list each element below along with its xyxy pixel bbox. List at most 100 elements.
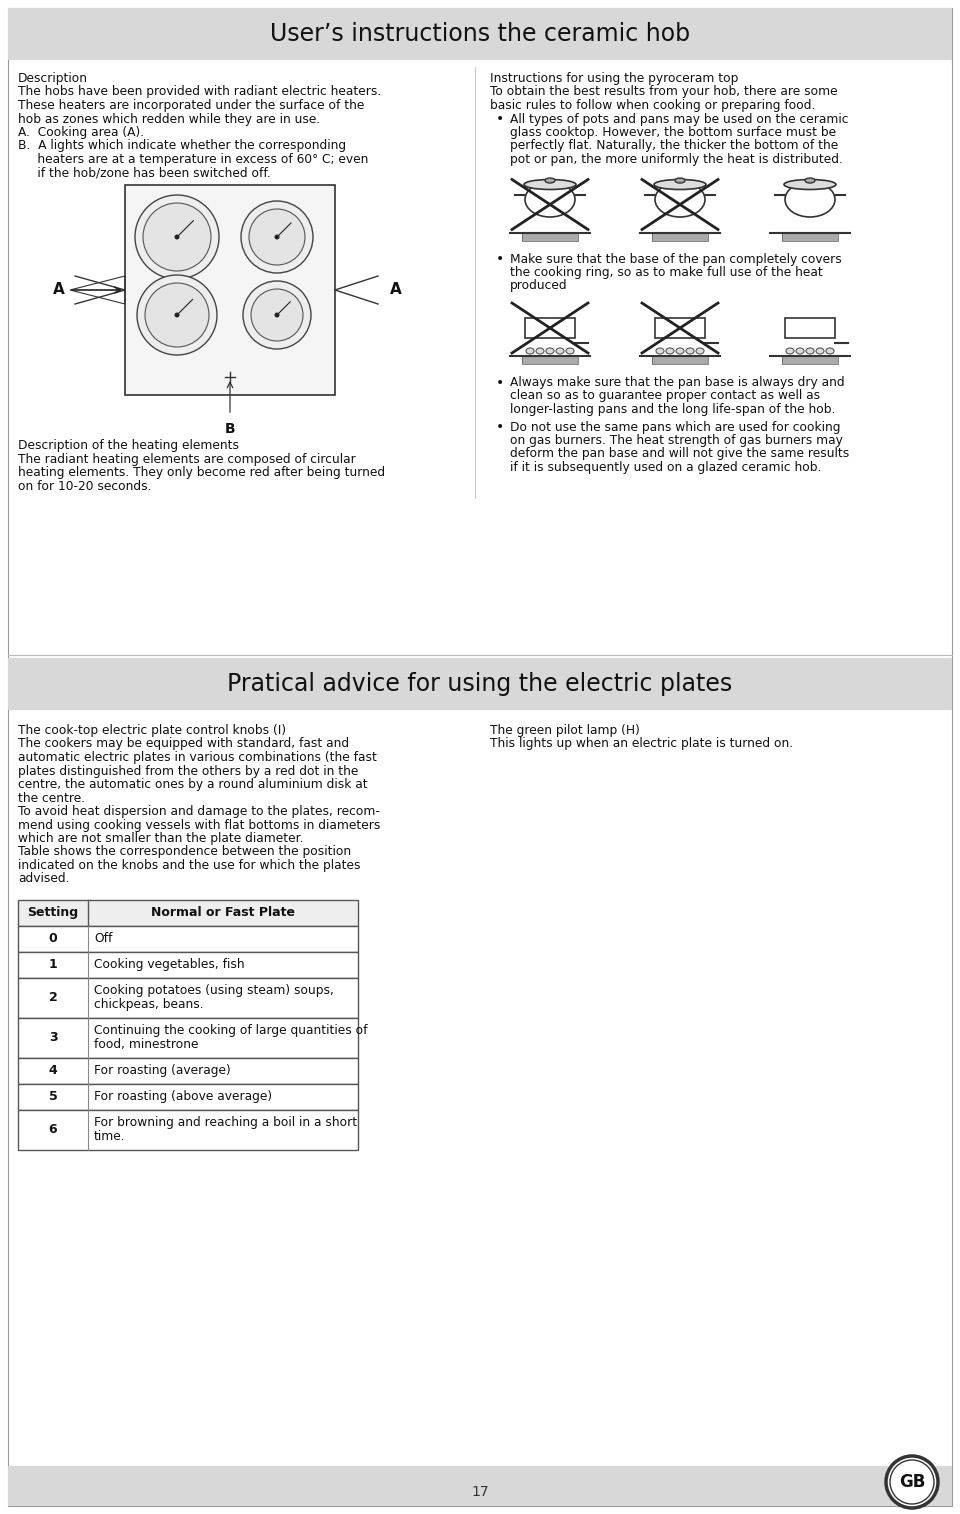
Bar: [782, 356, 838, 363]
Ellipse shape: [686, 348, 694, 354]
Text: mend using cooking vessels with flat bottoms in diameters: mend using cooking vessels with flat bot…: [18, 819, 380, 831]
Bar: [782, 233, 838, 241]
Text: 5: 5: [49, 1090, 58, 1104]
Text: B: B: [225, 422, 235, 436]
Bar: [522, 233, 578, 241]
Ellipse shape: [786, 348, 794, 354]
Bar: [655, 318, 705, 338]
Text: All types of pots and pans may be used on the ceramic: All types of pots and pans may be used o…: [510, 112, 849, 126]
Text: longer-lasting pans and the long life-span of the hob.: longer-lasting pans and the long life-sp…: [510, 403, 835, 416]
Ellipse shape: [805, 179, 815, 183]
Ellipse shape: [806, 348, 814, 354]
Ellipse shape: [525, 182, 575, 217]
Bar: [522, 356, 578, 363]
Circle shape: [890, 1459, 934, 1503]
Bar: [18, 1017, 358, 1057]
Text: clean so as to guarantee proper contact as well as: clean so as to guarantee proper contact …: [510, 389, 820, 403]
Text: 4: 4: [49, 1064, 58, 1076]
Circle shape: [275, 235, 279, 239]
Text: Table shows the correspondence between the position: Table shows the correspondence between t…: [18, 845, 351, 858]
Text: Description: Description: [18, 73, 88, 85]
Bar: [522, 233, 578, 241]
Circle shape: [175, 312, 180, 318]
Ellipse shape: [696, 348, 704, 354]
Text: if the hob/zone has been switched off.: if the hob/zone has been switched off.: [18, 167, 271, 180]
Text: To obtain the best results from your hob, there are some: To obtain the best results from your hob…: [490, 85, 838, 98]
Text: For roasting (above average): For roasting (above average): [94, 1090, 272, 1104]
Bar: [522, 356, 578, 363]
Bar: [652, 356, 708, 363]
Bar: [18, 899, 358, 925]
Ellipse shape: [785, 182, 835, 217]
Bar: [652, 356, 708, 363]
Ellipse shape: [524, 180, 576, 189]
Text: •: •: [496, 253, 504, 266]
Text: the centre.: the centre.: [18, 792, 85, 804]
Ellipse shape: [526, 348, 534, 354]
Text: •: •: [496, 421, 504, 435]
Text: if it is subsequently used on a glazed ceramic hob.: if it is subsequently used on a glazed c…: [510, 460, 822, 474]
Bar: [18, 978, 358, 1017]
Text: perfectly flat. Naturally, the thicker the bottom of the: perfectly flat. Naturally, the thicker t…: [510, 139, 838, 153]
Text: For browning and reaching a boil in a short: For browning and reaching a boil in a sh…: [94, 1116, 357, 1129]
Bar: [18, 951, 358, 978]
Ellipse shape: [536, 348, 544, 354]
Text: A: A: [53, 283, 65, 297]
Text: The radiant heating elements are composed of circular: The radiant heating elements are compose…: [18, 453, 356, 465]
Text: Setting: Setting: [28, 905, 79, 919]
Text: Always make sure that the pan base is always dry and: Always make sure that the pan base is al…: [510, 375, 845, 389]
Text: •: •: [496, 375, 504, 391]
Text: These heaters are incorporated under the surface of the: These heaters are incorporated under the…: [18, 98, 365, 112]
Text: indicated on the knobs and the use for which the plates: indicated on the knobs and the use for w…: [18, 858, 361, 872]
Bar: [18, 1084, 358, 1110]
Text: on for 10-20 seconds.: on for 10-20 seconds.: [18, 480, 152, 492]
Text: 1: 1: [49, 958, 58, 970]
Bar: [18, 1110, 358, 1149]
Ellipse shape: [796, 348, 804, 354]
Text: •: •: [496, 112, 504, 127]
Text: Instructions for using the pyroceram top: Instructions for using the pyroceram top: [490, 73, 738, 85]
Text: 17: 17: [471, 1485, 489, 1499]
Bar: [785, 318, 835, 338]
Bar: [8, 659, 952, 710]
Circle shape: [135, 195, 219, 279]
Bar: [18, 925, 358, 951]
Bar: [8, 8, 952, 61]
Text: the cooking ring, so as to make full use of the heat: the cooking ring, so as to make full use…: [510, 266, 823, 279]
Ellipse shape: [816, 348, 824, 354]
Text: 0: 0: [49, 933, 58, 945]
Text: pot or pan, the more uniformly the heat is distributed.: pot or pan, the more uniformly the heat …: [510, 153, 843, 167]
Text: advised.: advised.: [18, 872, 69, 886]
Bar: [8, 1466, 952, 1506]
Text: Cooking potatoes (using steam) soups,: Cooking potatoes (using steam) soups,: [94, 984, 334, 998]
Circle shape: [241, 201, 313, 273]
Text: Make sure that the base of the pan completely covers: Make sure that the base of the pan compl…: [510, 253, 842, 265]
Text: basic rules to follow when cooking or preparing food.: basic rules to follow when cooking or pr…: [490, 98, 815, 112]
Bar: [18, 1057, 358, 1084]
Text: The green pilot lamp (H): The green pilot lamp (H): [490, 724, 640, 737]
Text: Off: Off: [94, 933, 112, 945]
Ellipse shape: [676, 348, 684, 354]
Text: For roasting (average): For roasting (average): [94, 1064, 230, 1076]
Ellipse shape: [655, 182, 705, 217]
Text: hob as zones which redden while they are in use.: hob as zones which redden while they are…: [18, 112, 321, 126]
Circle shape: [886, 1456, 938, 1508]
Circle shape: [243, 282, 311, 350]
Bar: [652, 233, 708, 241]
Text: produced: produced: [510, 280, 567, 292]
Text: heating elements. They only become red after being turned: heating elements. They only become red a…: [18, 466, 385, 478]
Text: heaters are at a temperature in excess of 60° C; even: heaters are at a temperature in excess o…: [18, 153, 369, 167]
Ellipse shape: [654, 180, 706, 189]
Text: GB: GB: [899, 1473, 925, 1491]
Text: deform the pan base and will not give the same results: deform the pan base and will not give th…: [510, 448, 850, 460]
Ellipse shape: [826, 348, 834, 354]
Circle shape: [249, 209, 305, 265]
Text: food, minestrone: food, minestrone: [94, 1037, 199, 1051]
Text: chickpeas, beans.: chickpeas, beans.: [94, 998, 204, 1011]
Text: glass cooktop. However, the bottom surface must be: glass cooktop. However, the bottom surfa…: [510, 126, 836, 139]
Text: on gas burners. The heat strength of gas burners may: on gas burners. The heat strength of gas…: [510, 435, 843, 447]
Ellipse shape: [556, 348, 564, 354]
Ellipse shape: [784, 180, 836, 189]
Circle shape: [275, 312, 279, 318]
Text: Normal or Fast Plate: Normal or Fast Plate: [151, 905, 295, 919]
